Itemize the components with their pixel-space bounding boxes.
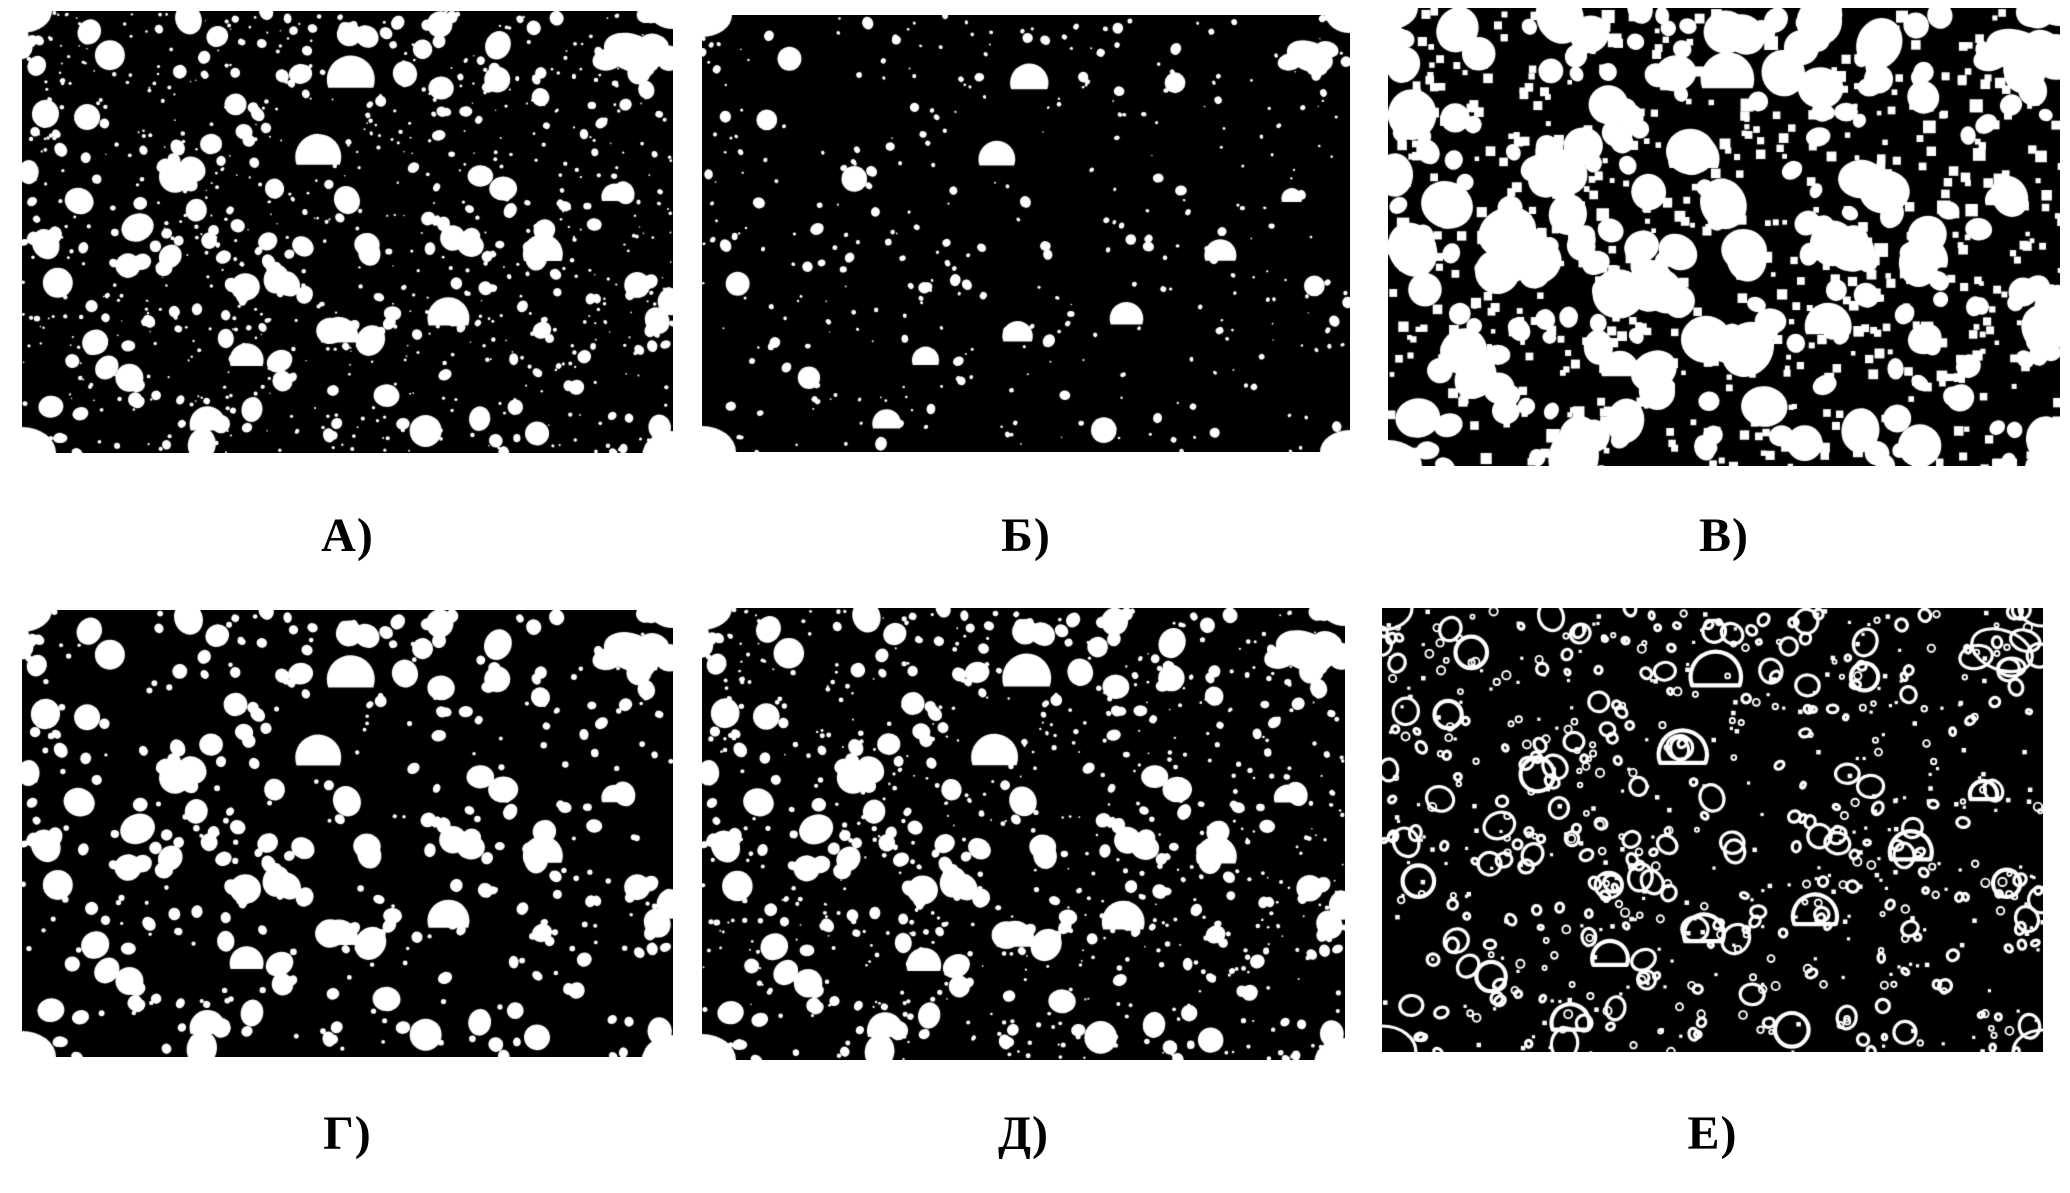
- panel-b-label: Б): [1001, 509, 1051, 562]
- panel-d-image: [702, 608, 1345, 1060]
- panel-v-label: В): [1699, 509, 1749, 562]
- panel-v-image: [1388, 8, 2060, 466]
- panel-b-image: [702, 15, 1350, 452]
- panel-e-image: [1382, 608, 2043, 1052]
- panel-e-label: Е): [1687, 1107, 1738, 1160]
- panel-a-label: А): [321, 509, 374, 562]
- panel-d-label: Д): [997, 1107, 1049, 1160]
- panel-g-image: [22, 610, 673, 1057]
- panel-a-image: [22, 11, 673, 453]
- panel-g-label: Г): [323, 1107, 372, 1160]
